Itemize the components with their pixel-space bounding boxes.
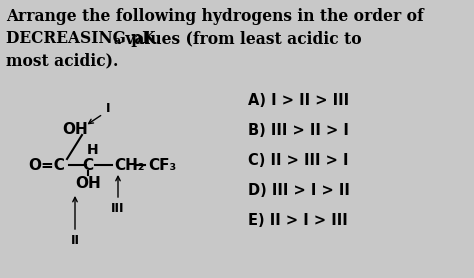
Text: Arrange the following hydrogens in the order of: Arrange the following hydrogens in the o…	[6, 8, 424, 25]
Text: II: II	[71, 234, 80, 247]
Text: OH: OH	[62, 123, 88, 138]
Text: a: a	[114, 35, 121, 46]
Text: C) II > III > I: C) II > III > I	[248, 153, 348, 168]
Text: CF₃: CF₃	[148, 158, 176, 173]
Text: III: III	[111, 202, 125, 215]
Text: E) II > I > III: E) II > I > III	[248, 213, 348, 228]
Text: DECREASING pK: DECREASING pK	[6, 30, 155, 47]
Text: values (from least acidic to: values (from least acidic to	[120, 30, 362, 47]
Text: A) I > II > III: A) I > II > III	[248, 93, 349, 108]
Text: most acidic).: most acidic).	[6, 52, 118, 69]
Text: O=C: O=C	[28, 158, 65, 173]
Text: H: H	[87, 143, 99, 157]
Text: CH₂: CH₂	[114, 158, 145, 173]
Text: OH: OH	[75, 175, 101, 190]
Text: B) III > II > I: B) III > II > I	[248, 123, 349, 138]
Text: D) III > I > II: D) III > I > II	[248, 183, 350, 198]
Text: C: C	[82, 158, 93, 173]
Text: I: I	[106, 101, 110, 115]
